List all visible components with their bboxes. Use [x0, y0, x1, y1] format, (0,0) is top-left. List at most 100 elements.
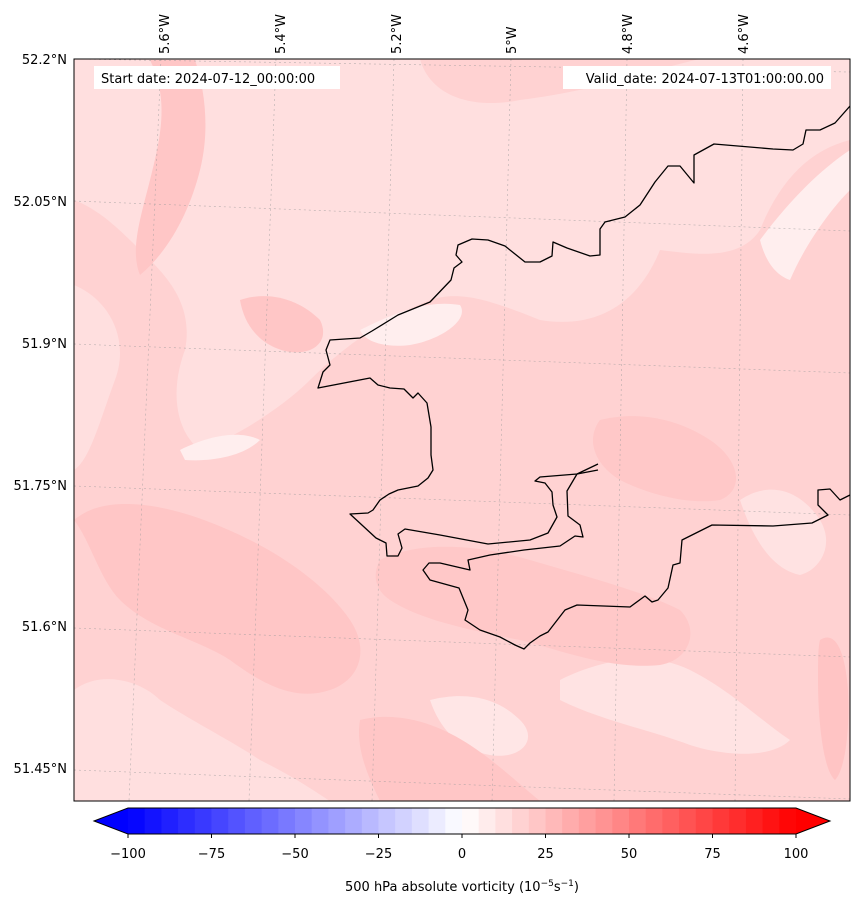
coastline-south [422, 469, 850, 650]
meridian-line [128, 59, 162, 801]
start-date-background [94, 66, 340, 89]
lon-label: 5°W [505, 26, 520, 54]
start-date-box: Start date: 2024-07-12_00:00:00 [94, 66, 340, 89]
longitude-labels: 5.6°W 5.4°W 5.2°W 5°W 4.8°W 4.6°W [158, 14, 752, 54]
colorbar-cells [128, 808, 797, 834]
map-panel: Start date: 2024-07-12_00:00:00 Valid_da… [73, 58, 851, 802]
valid-date-background [563, 66, 831, 89]
meridian-line [734, 59, 744, 801]
vorticity-contour-dark [240, 296, 324, 353]
valid-date-label: Valid_date: 2024-07-13T01:00:00.00 [586, 72, 824, 87]
colorbar-cell [278, 808, 296, 834]
lat-label: 52.2°N [22, 53, 67, 68]
vorticity-contour-lightest [760, 150, 850, 280]
lon-label: 4.6°W [737, 14, 752, 54]
vorticity-contour-dark [74, 504, 361, 694]
colorbar-label: 500 hPa absolute vorticity (10−5s−1) [345, 879, 579, 895]
colorbar-cell [295, 808, 313, 834]
colorbar-tick-label: 100 [784, 847, 809, 862]
colorbar-cell [578, 808, 597, 834]
colorbar-cell [128, 808, 146, 834]
colorbar-cell [395, 808, 413, 834]
vorticity-contour-light [560, 659, 790, 754]
vorticity-contours [74, 59, 850, 801]
colorbar-cell [612, 808, 630, 834]
start-date-label: Start date: 2024-07-12_00:00:00 [101, 72, 315, 87]
coastline [317, 105, 850, 650]
vorticity-contour-dark [135, 60, 206, 275]
lon-label: 5.2°W [390, 14, 405, 54]
vorticity-contour-light [74, 679, 330, 801]
colorbar-cell [194, 808, 213, 834]
colorbar-cell [211, 808, 229, 834]
valid-date-box: Valid_date: 2024-07-13T01:00:00.00 [563, 66, 831, 89]
lon-label: 5.4°W [274, 14, 289, 54]
vorticity-contour-dark [818, 637, 849, 780]
colorbar-cell [545, 808, 563, 834]
vorticity-contour-lightest [360, 303, 462, 346]
vorticity-contour-light [740, 489, 827, 575]
lon-label: 5.6°W [158, 14, 173, 54]
colorbar-tick-label: 0 [458, 847, 466, 862]
lat-label: 51.75°N [14, 479, 67, 494]
colorbar-cell [495, 808, 513, 834]
meridian-line [491, 59, 512, 801]
colorbar-tick-label: 25 [537, 847, 554, 862]
colorbar-cell [462, 808, 480, 834]
colorbar-cell [478, 808, 496, 834]
colorbar-tick-label: 75 [704, 847, 721, 862]
colorbar-cell [378, 808, 396, 834]
colorbar-cell [729, 808, 747, 834]
colorbar: −100 −75 −50 −25 0 25 50 75 100 500 hPa absolute… [92, 807, 832, 895]
colorbar-tick-label: −50 [281, 847, 308, 862]
lat-label: 52.05°N [14, 195, 67, 210]
colorbar-cell [779, 808, 797, 834]
colorbar-cell [244, 808, 263, 834]
colorbar-ticks: −100 −75 −50 −25 0 25 50 75 100 [110, 834, 808, 862]
colorbar-tick-label: −25 [365, 847, 392, 862]
colorbar-tick-label: −75 [198, 847, 225, 862]
colorbar-cell [762, 808, 780, 834]
vorticity-contour-light [74, 285, 121, 470]
colorbar-min-extend [94, 808, 128, 834]
colorbar-cell [645, 808, 663, 834]
colorbar-max-extend [796, 808, 830, 834]
meridian-line [371, 59, 395, 801]
lat-label: 51.9°N [22, 337, 67, 352]
colorbar-cell [445, 808, 463, 834]
colorbar-cell [345, 808, 363, 834]
colorbar-cell [428, 808, 446, 834]
colorbar-cell [361, 808, 380, 834]
latitude-labels: 52.2°N 52.05°N 51.9°N 51.75°N 51.6°N 51.… [14, 53, 67, 777]
vorticity-contour-light [430, 696, 529, 756]
colorbar-cell [161, 808, 179, 834]
colorbar-cell [228, 808, 246, 834]
colorbar-cell [712, 808, 730, 834]
colorbar-cell [528, 808, 547, 834]
vorticity-contour-lightest [180, 434, 260, 461]
vorticity-contour-dark [359, 716, 540, 801]
colorbar-cell [261, 808, 279, 834]
colorbar-cell [695, 808, 714, 834]
colorbar-cell [562, 808, 580, 834]
lat-label: 51.45°N [14, 762, 67, 777]
vorticity-contour-light [74, 59, 850, 450]
colorbar-cell [411, 808, 430, 834]
colorbar-cell [662, 808, 680, 834]
coastline-north [317, 105, 850, 557]
colorbar-cell [745, 808, 764, 834]
colorbar-cell [512, 808, 530, 834]
vorticity-contour-dark [592, 416, 737, 502]
colorbar-cell [629, 808, 647, 834]
colorbar-cell [311, 808, 329, 834]
colorbar-cell [595, 808, 613, 834]
lon-label: 4.8°W [621, 14, 636, 54]
lat-label: 51.6°N [22, 620, 67, 635]
colorbar-cell [144, 808, 162, 834]
meridian-line [248, 59, 277, 801]
colorbar-tick-label: 50 [621, 847, 638, 862]
colorbar-tick-label: −100 [110, 847, 146, 862]
vorticity-contour-dark [375, 546, 691, 666]
colorbar-cell [679, 808, 697, 834]
